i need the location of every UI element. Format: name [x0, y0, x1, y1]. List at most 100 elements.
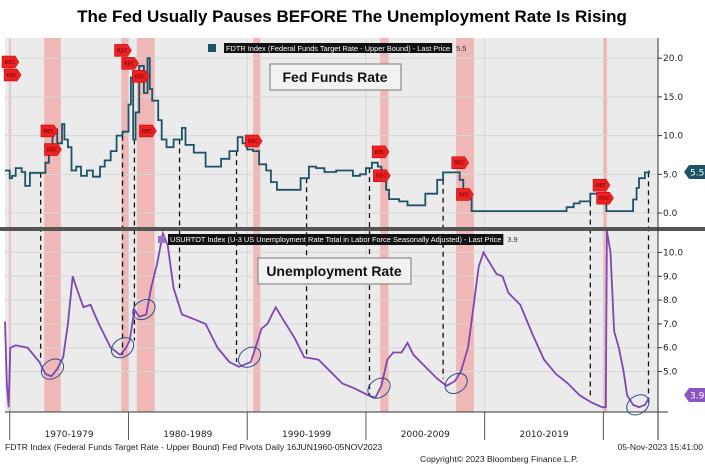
y-tick-label: 5.0: [663, 170, 678, 180]
rec-marker-shape: [451, 156, 470, 169]
unemployment-box: [257, 257, 412, 285]
y-tick-label: 8.0: [663, 296, 678, 306]
unemployment-legend-bg: [168, 234, 504, 245]
fed-legend-swatch: [208, 44, 216, 52]
trough-ellipse: [444, 372, 468, 395]
x-tick-label: 1970-1979: [45, 430, 94, 440]
rec-marker-label: REC: [7, 73, 18, 79]
rec-marker: REC: [40, 124, 59, 138]
rec-marker: REC: [456, 188, 474, 201]
rec-marker-label: REC: [599, 196, 610, 202]
fed-legend-value: 5.5: [456, 44, 466, 53]
trough-ellipse: [237, 346, 262, 368]
y-tick-label: 10.0: [663, 132, 683, 142]
rec-marker: REC: [244, 134, 263, 148]
unemployment-last-value: 3.9: [690, 392, 705, 402]
rec-marker: REC: [592, 178, 611, 192]
recession-band: [121, 38, 130, 412]
unemployment-box-label: Unemployment Rate: [257, 257, 412, 285]
footer-copyright: Copyright© 2023 Bloomberg Finance L.P.: [420, 454, 578, 464]
rec-marker-shape: [373, 169, 391, 182]
rec-marker: REC: [3, 68, 22, 82]
rec-marker-shape: [44, 143, 62, 156]
recession-band: [456, 38, 474, 412]
rec-marker: REC: [139, 124, 157, 138]
plot-background: [5, 38, 658, 412]
recession-band: [380, 38, 389, 412]
recession-band: [253, 38, 261, 412]
rec-marker-label: REC: [135, 74, 146, 80]
x-tick-label: 1990-1999: [282, 430, 331, 440]
gridlines: [5, 38, 658, 412]
unemployment-legend-text: USURTOT Index (U-3 US Unemployment Rate …: [170, 235, 501, 244]
y-tick-label: 15.0: [663, 93, 683, 103]
rec-marker: REC: [373, 169, 391, 182]
unemployment-last-tag-shape: [684, 388, 705, 402]
rec-marker-label: REC: [47, 148, 58, 154]
x-ticks: 1970-1979 1980-1989 1990-1999 2000-2009 2010…: [9, 412, 604, 440]
rec-marker-label: REC: [117, 48, 128, 54]
pivot-lines: [39, 135, 650, 405]
unemployment-box-text: Unemployment Rate: [266, 263, 402, 279]
rec-marker-label: REC: [43, 129, 54, 135]
fed-legend: FDTR Index (Federal Funds Target Rate - …: [208, 43, 466, 53]
fed-funds-line: [5, 57, 650, 212]
rec-marker-shape: [596, 191, 614, 205]
rec-marker: REC: [121, 57, 139, 70]
fed-box-label: Fed Funds Rate: [269, 63, 402, 91]
rec-marker-shape: [456, 188, 474, 201]
y-tick-label: 10.0: [663, 248, 683, 258]
rec-marker-label: REC: [375, 150, 386, 156]
rec-marker-shape: [244, 134, 263, 148]
unemployment-legend: USURTOT Index (U-3 US Unemployment Rate …: [158, 234, 518, 245]
rec-marker: REC: [132, 70, 150, 83]
y-tick-label: 7.0: [663, 320, 678, 330]
y-tick-label: 6.0: [663, 344, 678, 354]
unemployment-legend-swatch: [158, 236, 165, 243]
fed-last-tag-shape: [684, 165, 705, 179]
x-tick-label: 2010-2019: [519, 430, 568, 440]
rec-marker-shape: [40, 124, 59, 138]
trough-ellipse: [110, 337, 135, 359]
rec-marker-label: REC: [459, 192, 470, 198]
panel-divider: [0, 227, 705, 231]
footer-description: FDTR Index (Federal Funds Target Rate - …: [5, 442, 382, 452]
y-tick-label: 20.0: [663, 54, 683, 64]
rec-marker: REC: [44, 143, 62, 156]
rec-marker-shape: [139, 124, 157, 138]
fed-last-value-tag: 5.5: [684, 165, 705, 179]
rec-marker-label: REC: [376, 174, 387, 180]
rec-marker-shape: [3, 68, 22, 82]
rec-marker-label: REC: [124, 61, 135, 67]
recession-band: [603, 38, 607, 412]
recession-markers: REC REC REC REC REC REC REC REC REC REC REC REC REC R…: [1, 44, 614, 205]
rec-marker-label: REC: [454, 161, 465, 167]
trough-ellipse: [367, 377, 391, 399]
rec-marker-shape: [592, 178, 611, 192]
rec-marker: REC: [114, 44, 132, 57]
fed-last-value: 5.5: [690, 169, 704, 179]
x-tick-label: 1980-1989: [163, 430, 212, 440]
y-tick-label: 9.0: [663, 272, 678, 282]
trough-ellipse: [40, 358, 65, 380]
rec-marker-label: REC: [248, 139, 259, 145]
fed-legend-text: FDTR Index (Federal Funds Target Rate - …: [226, 44, 450, 53]
unemployment-legend-value: 3.9: [507, 235, 517, 244]
rec-marker-shape: [132, 70, 150, 83]
rec-marker-label: REC: [142, 129, 153, 135]
trough-ellipse: [132, 299, 156, 321]
chart-title: The Fed Usually Pauses BEFORE The Unempl…: [77, 7, 627, 26]
rec-marker-label: REC: [595, 183, 606, 189]
footer-timestamp: 05-Nov-2023 15:41:00: [617, 442, 703, 452]
rec-marker-shape: [371, 145, 390, 159]
fed-box-text: Fed Funds Rate: [282, 69, 387, 85]
rec-marker: REC: [451, 156, 470, 169]
fed-box: [269, 63, 402, 91]
rec-marker-label: REC: [4, 60, 15, 66]
x-tick-label: 2000-2009: [401, 430, 450, 440]
y-ticks: 0.0 5.0 10.0 15.0 20.0 5.0 6.0 7.0 8.0 9.0 10.0: [658, 54, 683, 378]
unemployment-last-value-tag: 3.9: [684, 388, 705, 402]
recession-band: [44, 38, 61, 412]
rec-marker: REC: [371, 145, 390, 159]
